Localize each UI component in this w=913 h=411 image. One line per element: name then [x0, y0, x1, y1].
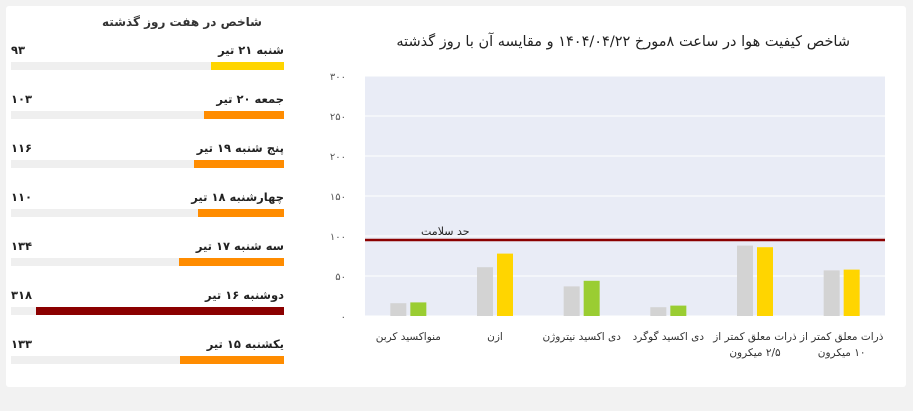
day-bar-track — [11, 111, 284, 119]
day-label: چهارشنبه ۱۸ تیر — [191, 190, 284, 204]
bar-current — [410, 302, 427, 316]
day-value: ۱۱۰ — [11, 190, 33, 204]
day-label: پنج شنبه ۱۹ تیر — [196, 141, 284, 155]
day-value: ۱۳۴ — [11, 239, 33, 253]
day-value: ۱۱۶ — [11, 141, 33, 155]
day-bar-track — [11, 258, 284, 266]
day-label: دوشنبه ۱۶ تیر — [205, 288, 284, 302]
day-bar-track — [11, 307, 284, 315]
y-tick-label: ۰ — [341, 312, 346, 323]
threshold-label: حد سلامت — [421, 225, 470, 238]
x-tick-label: ذرات معلق کمتر از — [712, 331, 797, 343]
day-value: ۳۱۸ — [11, 288, 33, 302]
day-bar-track — [11, 160, 284, 168]
day-label: سه شنبه ۱۷ تیر — [195, 239, 284, 253]
y-tick-label: ۲۰۰ — [330, 152, 346, 163]
aqi-bar-chart: ۰ ۵۰ ۱۰۰ ۱۵۰ ۲۰۰ ۲۵۰ ۳۰۰ ذرات معلق کمتر از ۱۰ می… — [330, 72, 885, 359]
x-tick-label: ۱۰ میکرون — [818, 347, 866, 359]
x-tick-label: دی اکسید نیتروژن — [542, 331, 621, 343]
chart-title: شاخص کیفیت هوا در ساعت ۸مورخ ۱۴۰۴/۰۴/۲۲ … — [396, 34, 850, 50]
bar-current — [670, 305, 687, 316]
bar-current — [583, 280, 600, 316]
bar-previous — [390, 303, 407, 316]
x-tick-label: ازن — [487, 331, 503, 343]
y-tick-label: ۳۰۰ — [330, 72, 346, 83]
day-bar-track — [11, 356, 284, 364]
day-bar-track — [11, 62, 284, 70]
bar-previous — [823, 270, 840, 316]
day-value: ۱۰۳ — [11, 92, 33, 106]
day-label: جمعه ۲۰ تیر — [216, 92, 284, 106]
bar-previous — [737, 245, 753, 316]
week-panel-title: شاخص در هفت روز گذشته — [102, 15, 262, 29]
x-tick-label: ۲/۵ میکرون — [729, 347, 781, 359]
y-tick-label: ۲۵۰ — [330, 112, 346, 123]
day-bar-fill — [180, 356, 284, 364]
day-bar-track — [11, 209, 284, 217]
day-bar-fill — [35, 307, 284, 315]
day-bar-fill — [179, 258, 284, 266]
x-tick-label: دی اکسید گوگرد — [633, 330, 705, 343]
day-bar-fill — [203, 111, 284, 119]
y-tick-label: ۱۵۰ — [330, 192, 346, 203]
day-row: پنج شنبه ۱۹ تیر ۱۱۶ — [11, 141, 284, 171]
day-bar-fill — [211, 62, 284, 70]
day-row: سه شنبه ۱۷ تیر ۱۳۴ — [11, 239, 284, 269]
day-row: جمعه ۲۰ تیر ۱۰۳ — [11, 92, 284, 122]
day-label: شنبه ۲۱ تیر — [218, 43, 284, 57]
x-tick-label: منواکسید کربن — [376, 331, 441, 343]
bar-current — [843, 269, 860, 316]
day-row: دوشنبه ۱۶ تیر ۳۱۸ — [11, 288, 284, 318]
bar-previous — [650, 307, 667, 316]
day-row: شنبه ۲۱ تیر ۹۳ — [11, 43, 284, 73]
day-value: ۱۳۳ — [11, 337, 33, 351]
day-row: چهارشنبه ۱۸ تیر ۱۱۰ — [11, 190, 284, 220]
bar-previous — [563, 286, 580, 316]
day-bar-fill — [193, 160, 284, 168]
x-tick-label: ذرات معلق کمتر از — [799, 331, 884, 343]
day-row: یکشنبه ۱۵ تیر ۱۳۳ — [11, 337, 284, 367]
bar-previous — [477, 267, 493, 316]
y-tick-label: ۱۰۰ — [330, 232, 346, 243]
day-bar-fill — [198, 209, 284, 217]
bar-current — [497, 253, 513, 316]
day-label: یکشنبه ۱۵ تیر — [206, 337, 284, 351]
day-value: ۹۳ — [11, 43, 26, 57]
bar-current — [757, 247, 773, 316]
y-tick-label: ۵۰ — [335, 272, 346, 283]
